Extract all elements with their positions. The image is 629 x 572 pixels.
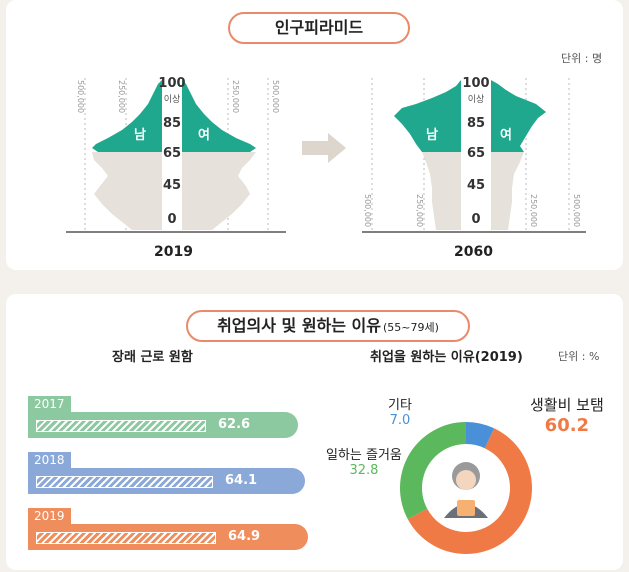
age-label: 65 <box>162 146 182 161</box>
age-label: 45 <box>466 178 486 193</box>
pyramid-2019-male-old <box>92 80 162 152</box>
female-label: 여 <box>500 128 512 143</box>
pyramid-2019-year: 2019 <box>154 244 193 260</box>
bar: 62.6 <box>28 412 298 438</box>
donut-label-main-value: 60.2 <box>544 415 590 436</box>
population-pyramid-panel: 인구피라미드 단위 : 명 500,000 250 <box>6 0 623 270</box>
elderly-worker-icon <box>444 462 488 518</box>
age-label-top: 100 <box>462 76 490 91</box>
scale-label: 250,000 <box>529 194 538 228</box>
bar-hatch <box>36 476 213 488</box>
scale-label: 500,000 <box>363 194 372 228</box>
pyramid-title: 인구피라미드 <box>228 12 410 44</box>
donut-label-joy: 일하는 즐거움 32.8 <box>326 444 402 478</box>
donut-slice <box>466 422 495 449</box>
donut-unit: 단위 : % <box>558 350 600 363</box>
bar-hatch <box>36 532 216 544</box>
pyramid-2019-female-young <box>182 152 256 230</box>
bar-value-label: 64.1 <box>225 473 258 488</box>
female-label: 여 <box>198 128 210 143</box>
bar: 64.1 <box>28 468 305 494</box>
age-label: 85 <box>466 116 486 131</box>
employment-title: 취업의사 및 원하는 이유 (55~79세) <box>186 310 470 342</box>
donut-label-other: 기타 7.0 <box>388 394 412 428</box>
bar-year-label: 2019 <box>28 508 71 524</box>
employment-title-range: (55~79세) <box>383 321 439 334</box>
donut-slice <box>407 428 532 554</box>
donut-label-main: 생활비 보탬 60.2 <box>530 394 604 436</box>
bar-value-label: 62.6 <box>218 417 251 432</box>
male-label: 남 <box>426 128 438 143</box>
donut-label-other-value: 7.0 <box>389 413 411 428</box>
age-label: 0 <box>167 212 177 227</box>
age-label: 45 <box>162 178 182 193</box>
bar-hatch <box>36 420 206 432</box>
pyramid-2060-male-young <box>422 152 461 230</box>
age-label: 0 <box>471 212 481 227</box>
pyramid-unit: 단위 : 명 <box>561 52 603 65</box>
age-label-top-suffix: 이상 <box>467 95 485 105</box>
employment-title-text: 취업의사 및 원하는 이유 <box>217 316 381 335</box>
scale-label: 500,000 <box>76 80 85 114</box>
male-label: 남 <box>134 128 146 143</box>
bar-year-label: 2018 <box>28 452 71 468</box>
bar-heading: 장래 근로 원함 <box>112 350 193 365</box>
right-arrow-icon <box>302 133 346 163</box>
age-label: 65 <box>466 146 486 161</box>
pyramid-2060-year: 2060 <box>454 244 493 260</box>
pyramid-2060-female-old <box>491 80 546 152</box>
employment-panel: 취업의사 및 원하는 이유 (55~79세) 장래 근로 원함 취업을 원하는 이… <box>6 294 623 570</box>
age-label-top: 100 <box>158 76 186 91</box>
scale-label: 250,000 <box>117 80 126 114</box>
age-label-top-suffix: 이상 <box>163 95 181 105</box>
bar-year-label: 2017 <box>28 396 71 412</box>
scale-label: 250,000 <box>415 194 424 228</box>
donut-label-joy-value: 32.8 <box>349 463 379 478</box>
donut-chart <box>400 422 532 554</box>
pyramid-2060-female-young <box>491 152 524 230</box>
bar: 64.9 <box>28 524 308 550</box>
pyramid-2019-male-young <box>92 152 162 230</box>
scale-label: 500,000 <box>271 80 280 114</box>
bar-value-label: 64.9 <box>228 529 261 544</box>
pyramid-2060-male-old <box>394 80 461 152</box>
donut-slice <box>400 422 466 520</box>
age-label: 85 <box>162 116 182 131</box>
pyramid-2019-female-old <box>182 80 256 152</box>
donut-label-main-name: 생활비 보탬 <box>530 396 604 414</box>
donut-label-joy-name: 일하는 즐거움 <box>326 448 402 463</box>
scale-label: 250,000 <box>231 80 240 114</box>
pyramid-graphics <box>66 78 586 233</box>
donut-heading: 취업을 원하는 이유(2019) <box>370 350 523 365</box>
donut-label-other-name: 기타 <box>388 398 412 413</box>
scale-label: 500,000 <box>572 194 581 228</box>
